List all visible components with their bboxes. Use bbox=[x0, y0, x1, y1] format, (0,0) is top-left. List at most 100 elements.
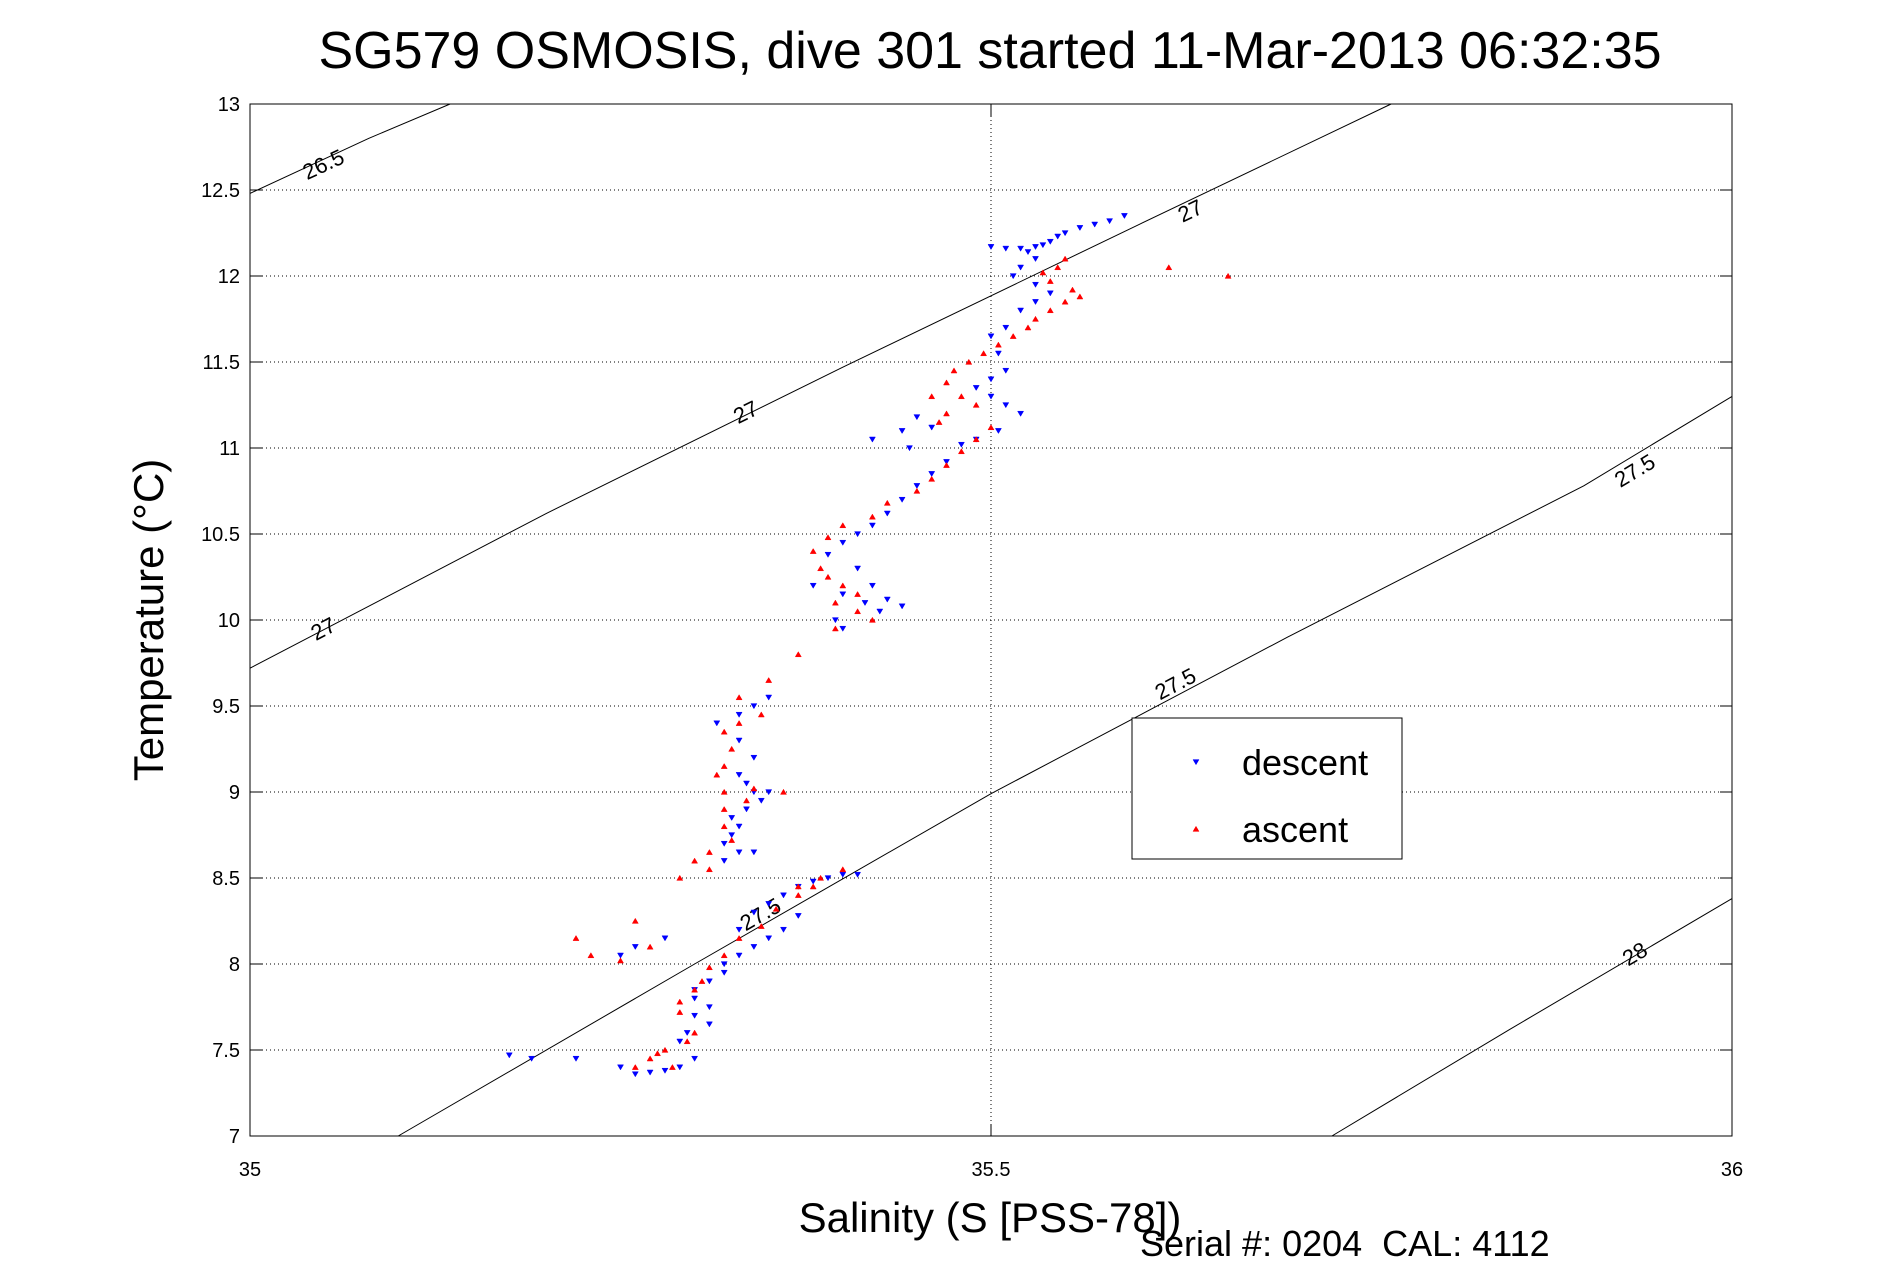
descent-point bbox=[898, 603, 906, 610]
ascent-point bbox=[965, 358, 973, 365]
ascent-point bbox=[676, 1009, 684, 1015]
y-tick-label: 13 bbox=[218, 94, 240, 116]
x-tick-label: 35.5 bbox=[972, 1159, 1011, 1181]
descent-point bbox=[705, 1021, 713, 1028]
y-tick-label: 11 bbox=[219, 438, 240, 460]
ascent-point bbox=[987, 424, 995, 431]
descent-point bbox=[1032, 299, 1039, 305]
descent-point bbox=[661, 935, 669, 942]
descent-point bbox=[646, 1069, 654, 1076]
ascent-point bbox=[972, 436, 980, 443]
ascent-point bbox=[720, 823, 728, 830]
ascent-point bbox=[1039, 269, 1047, 276]
ascent-point bbox=[772, 905, 780, 912]
descent-point bbox=[868, 582, 876, 589]
y-tick-label: 10.5 bbox=[201, 524, 240, 546]
descent-point bbox=[794, 913, 802, 919]
ascent-point bbox=[943, 379, 950, 386]
ascent-point bbox=[839, 522, 847, 529]
ascent-point bbox=[831, 625, 839, 632]
descent-point bbox=[876, 608, 884, 615]
ascent-point bbox=[1165, 264, 1173, 271]
x-tick-label: 35 bbox=[239, 1159, 261, 1181]
descent-point bbox=[705, 978, 713, 985]
descent-point bbox=[691, 1012, 699, 1019]
descent-point bbox=[735, 737, 743, 744]
descent-point bbox=[631, 944, 639, 950]
y-tick-label: 7 bbox=[229, 1126, 240, 1148]
descent-point bbox=[720, 969, 728, 976]
descent-point bbox=[987, 393, 995, 400]
ascent-point bbox=[913, 487, 921, 494]
descent-point bbox=[676, 1038, 684, 1045]
ascent-point bbox=[868, 616, 876, 623]
descent-point bbox=[1091, 221, 1099, 228]
y-tick-label: 12 bbox=[218, 266, 240, 288]
chart-title: SG579 OSMOSIS, dive 301 started 11-Mar-2… bbox=[318, 22, 1661, 80]
ascent-point bbox=[980, 350, 988, 357]
ascent-point bbox=[780, 788, 787, 795]
ascent-point bbox=[854, 608, 862, 615]
ascent-point bbox=[824, 573, 832, 580]
descent-point bbox=[691, 1055, 699, 1062]
ascent-point bbox=[794, 883, 802, 890]
ascent-point bbox=[957, 393, 965, 400]
descent-point bbox=[928, 424, 936, 431]
descent-point bbox=[1046, 238, 1054, 245]
descent-point bbox=[1002, 324, 1010, 331]
legend-label-descent: descent bbox=[1242, 742, 1368, 783]
density-contour-26.5 bbox=[249, 103, 451, 194]
descent-point bbox=[1046, 290, 1054, 297]
ascent-point bbox=[631, 917, 639, 924]
descent-point bbox=[906, 445, 913, 452]
ascent-point bbox=[824, 534, 832, 541]
descent-point bbox=[994, 350, 1002, 357]
descent-point bbox=[1032, 281, 1039, 288]
descent-point bbox=[617, 952, 624, 959]
descent-point bbox=[505, 1052, 513, 1059]
y-tick-label: 9 bbox=[229, 782, 240, 804]
density-contour-28 bbox=[1331, 898, 1733, 1137]
ascent-point bbox=[950, 367, 958, 374]
descent-point bbox=[728, 815, 736, 821]
descent-point bbox=[868, 436, 876, 443]
descent-point bbox=[1061, 230, 1069, 237]
descent-point bbox=[839, 625, 847, 632]
ascent-point bbox=[691, 1029, 699, 1036]
descent-point bbox=[1017, 264, 1025, 271]
descent-point bbox=[750, 849, 758, 856]
descent-point bbox=[765, 789, 773, 796]
ascent-point bbox=[1224, 272, 1232, 279]
descent-point bbox=[1002, 402, 1010, 409]
descent-point bbox=[735, 823, 743, 830]
y-tick-label: 11.5 bbox=[203, 352, 240, 374]
descent-point bbox=[676, 1064, 684, 1071]
descent-point bbox=[1032, 256, 1039, 262]
ascent-point bbox=[705, 964, 713, 971]
ascent-point bbox=[757, 923, 765, 929]
ascent-point bbox=[1054, 264, 1062, 271]
ascent-point bbox=[943, 410, 950, 417]
descent-point bbox=[705, 1004, 713, 1011]
descent-point bbox=[987, 333, 995, 340]
y-tick-label: 8.5 bbox=[212, 868, 240, 890]
descent-point bbox=[839, 539, 847, 546]
y-tick-label: 10 bbox=[218, 610, 240, 632]
ascent-point bbox=[668, 1064, 676, 1070]
grid-lines bbox=[250, 104, 1732, 1136]
descent-point bbox=[994, 428, 1002, 434]
descent-point bbox=[1032, 244, 1039, 250]
footer-serial-cal: Serial #: 0204 CAL: 4112 bbox=[1140, 1223, 1550, 1262]
descent-point bbox=[728, 832, 736, 839]
ascent-point bbox=[1046, 278, 1054, 284]
ascent-point bbox=[720, 763, 728, 769]
descent-point bbox=[631, 1071, 639, 1078]
descent-point bbox=[868, 522, 876, 529]
descent-point bbox=[1017, 245, 1025, 252]
ascent-point bbox=[1009, 333, 1017, 339]
descent-point bbox=[913, 483, 921, 489]
ascent-point bbox=[957, 448, 965, 455]
ascent-point bbox=[676, 874, 684, 881]
